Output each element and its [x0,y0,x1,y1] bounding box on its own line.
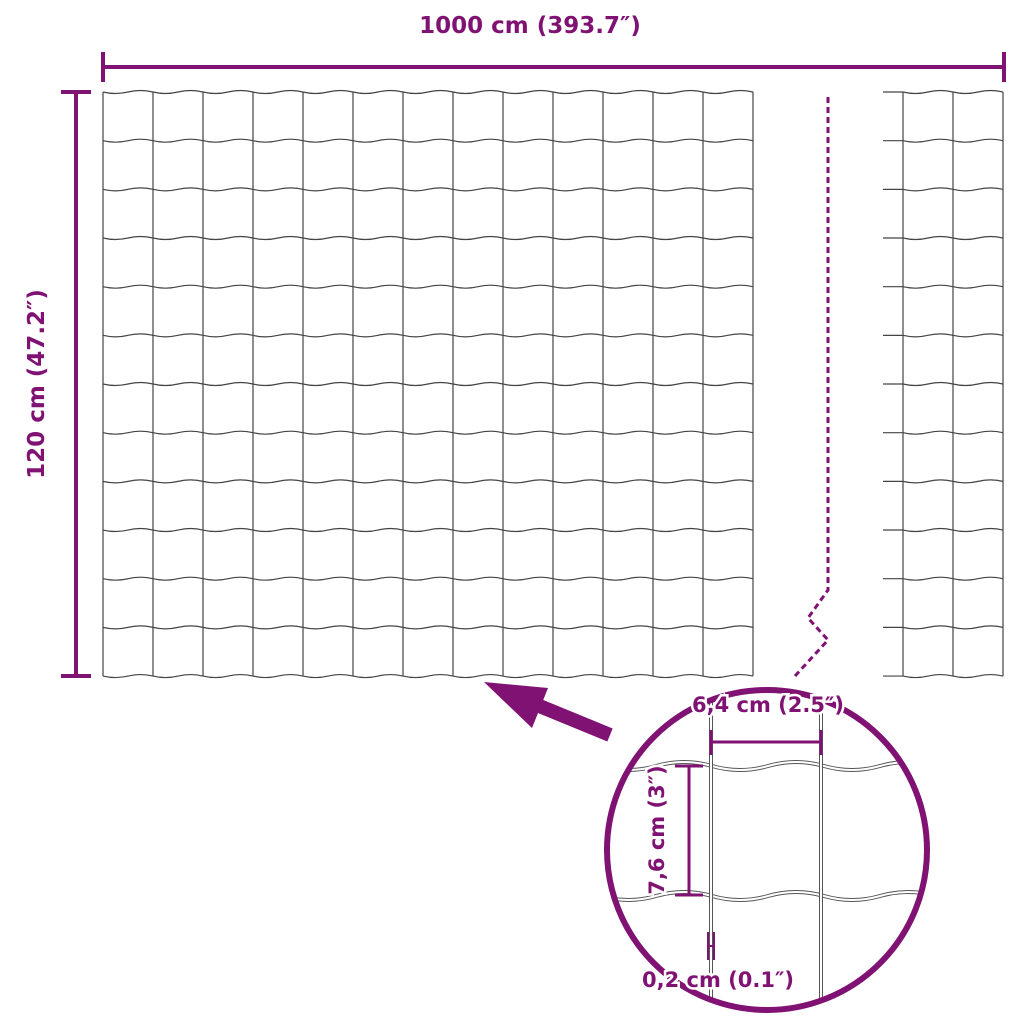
mesh-height-label: 7,6 cm (3″) [645,765,669,894]
mesh-width-label: 6,4 cm (2.5″) [692,693,844,717]
horizontal-wire [102,673,754,679]
break-line [793,97,831,678]
horizontal-wire [102,333,754,338]
wire-mesh [102,89,1004,679]
horizontal-wire [102,479,754,484]
horizontal-wire [102,625,754,630]
horizontal-wire [102,138,754,143]
horizontal-wire [102,235,754,241]
horizontal-wire [102,527,754,533]
horizontal-wire [902,673,1004,679]
height-dimension: 120 cm (47.2″) [24,90,91,678]
horizontal-wire [102,187,754,192]
length-label: 1000 cm (393.7″) [419,13,641,39]
height-label: 120 cm (47.2″) [24,289,50,479]
detail-arrow-icon [484,682,613,742]
length-dimension: 1000 cm (393.7″) [101,13,1006,82]
horizontal-wire-highlight [607,891,927,901]
wire-thickness-label: 0,2 cm (0.1″) [642,968,794,992]
horizontal-wire [102,89,754,95]
horizontal-wire [102,381,754,387]
horizontal-wire [102,284,754,289]
horizontal-wire [102,576,754,581]
horizontal-wire-highlight [607,761,927,771]
detail-magnifier: 6,4 cm (2.5″) 7,6 cm (3″) 0,2 cm (0.1″) [604,687,930,1013]
horizontal-wire [102,430,754,435]
